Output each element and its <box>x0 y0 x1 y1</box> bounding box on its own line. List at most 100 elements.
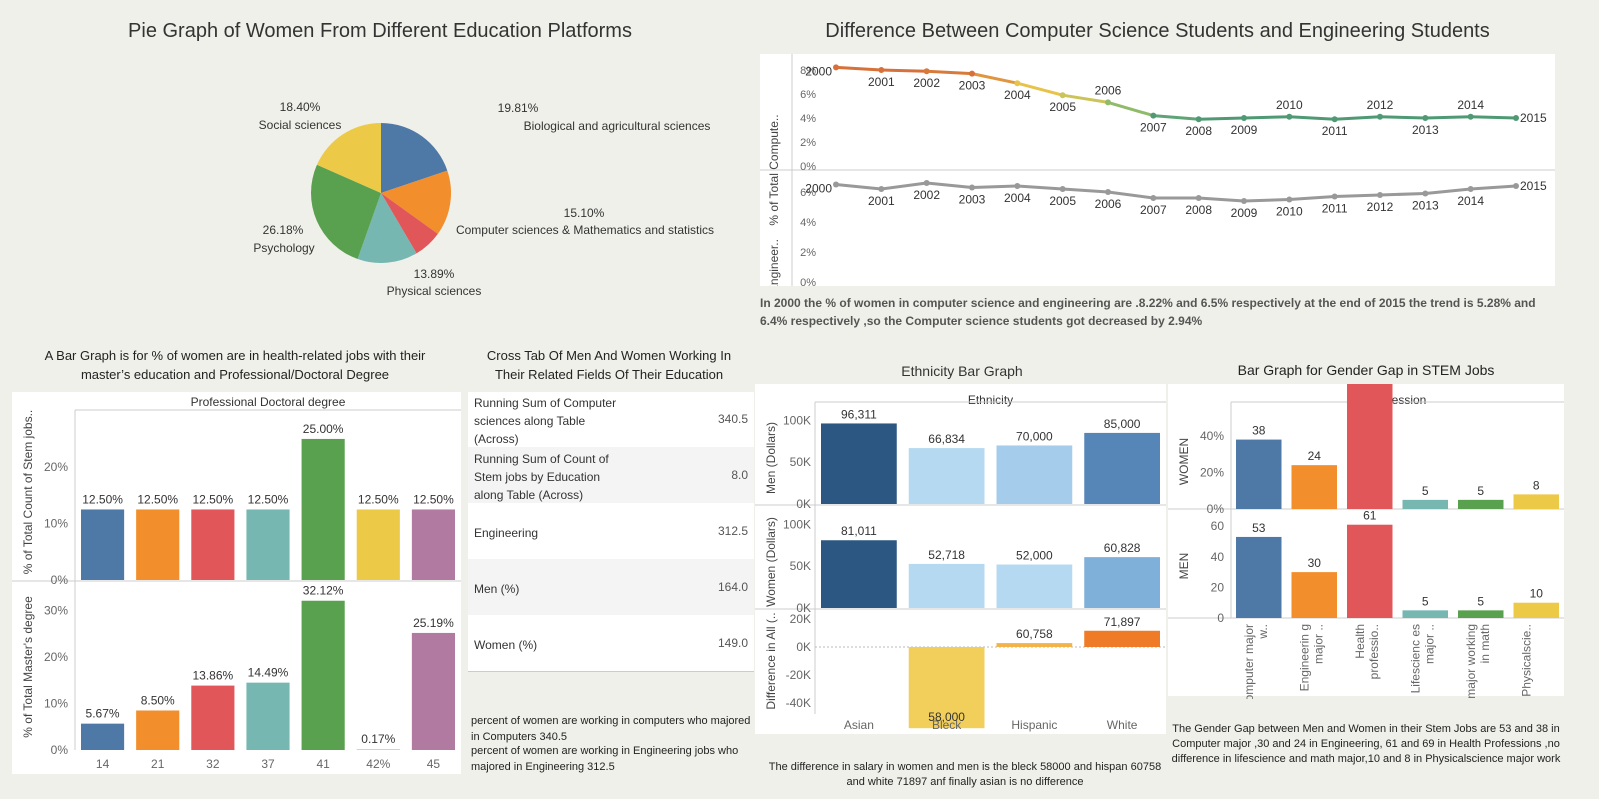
eth-bar <box>996 445 1073 504</box>
gender-tick-label: 40 <box>1211 550 1225 564</box>
bar1-tick-label: 0% <box>51 573 69 587</box>
line-tick-label: 4% <box>800 217 816 229</box>
line-segment <box>1062 93 1109 104</box>
bar1-data-label: 32.12% <box>303 584 344 598</box>
gender-data-label: 5 <box>1477 594 1484 608</box>
line-x-label: 2002 <box>913 76 940 90</box>
line-note: In 2000 the % of women in computer scien… <box>760 296 1536 328</box>
gender-tick-label: 0 <box>1217 611 1224 625</box>
bar1-title: A Bar Graph is for % of women are in hea… <box>44 348 426 382</box>
eth-tick-label: 50K <box>790 455 811 469</box>
pie-slice <box>381 170 451 234</box>
crosstab-row-value: 312.5 <box>717 524 748 538</box>
gender-data-label: 61 <box>1363 509 1377 523</box>
gender-data-label: 8 <box>1533 478 1540 492</box>
line-x-label: 2011 <box>1322 124 1348 138</box>
bar1-tick-label: 20% <box>44 650 68 664</box>
eth-data-label: 81,011 <box>841 524 877 538</box>
eth-title: Ethnicity Bar Graph <box>901 363 1023 379</box>
gender-chart: 0%20%40%382469558WOMEN02040605330615510M… <box>1168 384 1564 699</box>
line-point <box>1150 112 1157 119</box>
eth-bar <box>996 564 1073 608</box>
line-point <box>1059 92 1066 99</box>
line-x-label: 2001 <box>868 194 895 208</box>
line-point <box>1014 183 1021 189</box>
eth-data-label: 52,718 <box>928 548 965 562</box>
gender-data-label: 5 <box>1422 594 1429 608</box>
gender-x-label: professio.. <box>1367 624 1381 679</box>
line-tick-label: 0% <box>800 161 816 173</box>
pie-slice <box>381 193 438 254</box>
gender-bar <box>1236 439 1282 509</box>
bar1-data-label: 8.50% <box>141 694 175 708</box>
bar1-data-label: 12.50% <box>248 492 289 506</box>
gender-x-label: Physicalscie.. <box>1519 624 1533 697</box>
gender-data-label: 24 <box>1308 449 1322 463</box>
eth-bar <box>1084 630 1160 647</box>
bar1-x-label: 42% <box>366 757 390 771</box>
line-tick-label: 2% <box>800 247 816 259</box>
gender-bar <box>1402 499 1448 509</box>
line-segment <box>971 72 1018 85</box>
line-x-label: 2006 <box>1095 197 1122 211</box>
line-x-label: 2005 <box>1049 100 1076 114</box>
gender-data-label: 38 <box>1252 424 1266 438</box>
line-x-label: 2000 <box>805 64 832 78</box>
bar1-x-label: 32 <box>206 757 220 771</box>
line-point <box>1513 115 1519 121</box>
line-x-label: 2005 <box>1049 194 1076 208</box>
eth-data-label: 60,828 <box>1104 541 1141 555</box>
crosstab-row-label: Running Sum of Count of Stem jobs by Edu… <box>474 452 609 502</box>
line-segment <box>1289 115 1335 121</box>
line-x-label: 2014 <box>1457 194 1484 208</box>
gender-x-label: Engineerin g <box>1297 624 1311 691</box>
line-point <box>1331 116 1338 123</box>
bar1-x-label: 45 <box>427 757 441 771</box>
bar1-data-label: 12.50% <box>413 492 454 506</box>
crosstab-table: Running Sum of Computer sciences along T… <box>468 392 754 672</box>
bar1-chart: % of Total Count of Stem jobs.. % of Tot… <box>12 409 461 771</box>
line-point <box>1105 99 1111 106</box>
bar1-bar <box>136 509 180 580</box>
line-x-label: 2003 <box>959 79 986 93</box>
line-x-label: 2008 <box>1185 124 1212 138</box>
line-tick-label: 2% <box>800 137 816 149</box>
bar1-tick-label: 30% <box>44 604 68 618</box>
bar1-data-label: 12.50% <box>193 492 234 506</box>
gender-tick-label: 40% <box>1200 429 1224 443</box>
eth-ylabel: Women (Dollars) <box>764 517 778 607</box>
line-point <box>923 68 930 75</box>
gender-x-label: major .. <box>1311 624 1325 664</box>
pie-slice-label: Computer sciences & Mathematics and stat… <box>456 223 714 237</box>
line-segment <box>1289 195 1335 201</box>
gender-x-label: w.. <box>1256 624 1270 640</box>
line-point <box>969 70 975 77</box>
crosstab-row-value: 164.0 <box>717 580 748 594</box>
eth-ylabel: Men (Dollars) <box>764 422 778 494</box>
line-segment <box>1379 115 1426 120</box>
line-segment <box>1062 187 1109 194</box>
line-segment <box>835 183 882 191</box>
line-tick-label: 8% <box>800 65 816 77</box>
bar1-data-label: 12.50% <box>358 492 399 506</box>
line-x-label: 2004 <box>1004 88 1031 102</box>
pie-slice-label: Psychology <box>253 241 314 255</box>
eth-note: The difference in salary in women and me… <box>768 761 1162 788</box>
eth-tick-label: 0K <box>796 640 811 654</box>
gender-tick-label: 20% <box>1200 465 1224 479</box>
bar1-x-label: 14 <box>96 757 110 771</box>
bar1-tick-label: 0% <box>51 743 69 757</box>
bar1-bar <box>356 509 400 580</box>
line-tick-label: 6% <box>800 187 816 199</box>
bar1-ylabel-bottom: % of Total Master's degree <box>21 596 35 738</box>
line-point <box>1241 198 1247 204</box>
eth-bar <box>996 643 1073 647</box>
crosstab-row-value: 8.0 <box>731 468 748 482</box>
line-x-label: 2008 <box>1185 203 1212 217</box>
gender-data-label: 5 <box>1422 484 1429 498</box>
line-tick-label: 0% <box>800 277 816 286</box>
gender-x-label: Computer major <box>1242 624 1256 699</box>
bar1-bar <box>301 438 345 580</box>
bar1-bar <box>191 685 235 750</box>
gender-bar <box>1291 465 1337 509</box>
